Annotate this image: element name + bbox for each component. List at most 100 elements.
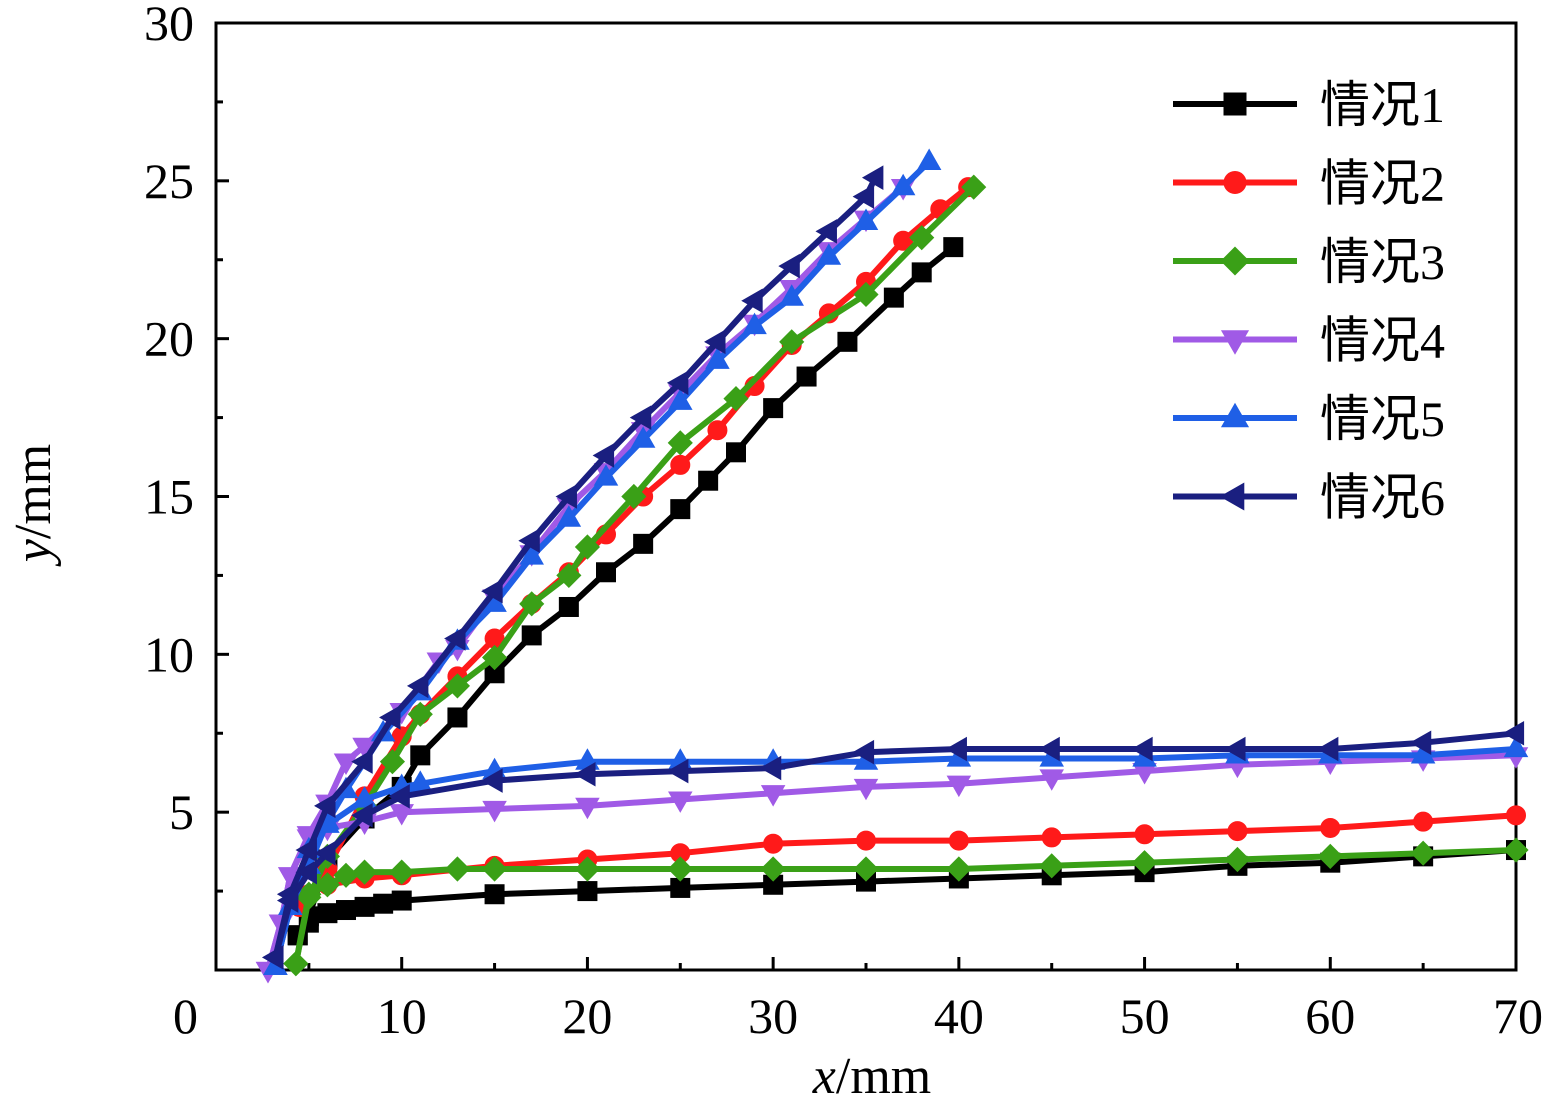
series-6-point <box>481 768 503 793</box>
legend-item: 情况6 <box>1173 470 1445 526</box>
series-3-point <box>556 562 582 588</box>
series-1-point <box>558 596 579 617</box>
series-layer <box>255 148 1529 984</box>
x-axis-label: x/mm <box>812 1048 931 1099</box>
series-6-point <box>1409 730 1432 755</box>
series-4-point <box>575 797 600 820</box>
series-1-point <box>911 262 932 283</box>
series-1-point <box>726 442 746 463</box>
series-6-point <box>759 755 782 781</box>
y-axis-label: y/mm <box>5 444 62 567</box>
series-1-point <box>883 287 904 308</box>
legend-item: 情况5 <box>1173 391 1445 447</box>
series-6 <box>262 165 1525 970</box>
legend-marker <box>1220 246 1250 276</box>
series-3-point <box>1503 837 1529 863</box>
series-5-point <box>705 347 730 369</box>
series-4-point <box>853 778 879 801</box>
series-5-point <box>593 464 619 486</box>
series-3-point <box>574 856 601 882</box>
series-3-point <box>444 856 471 882</box>
series-3-point <box>779 329 805 355</box>
series-4-point <box>1039 769 1064 791</box>
series-6-point <box>518 528 540 553</box>
series-6-point <box>1316 736 1339 762</box>
series-5-point <box>890 173 916 196</box>
legend-marker <box>1220 402 1250 428</box>
series-6-point <box>852 739 875 765</box>
series-3-point <box>1131 850 1158 876</box>
series-6-point <box>666 370 689 396</box>
series-3-point <box>574 534 601 560</box>
series-4-point <box>482 800 507 823</box>
series-3-point <box>1039 853 1065 879</box>
series-6-point <box>1131 736 1153 762</box>
series-3-point <box>351 859 378 885</box>
series-5-point <box>519 543 544 565</box>
series-1-point <box>521 625 542 646</box>
series-3-point <box>909 225 935 251</box>
series-5-point <box>742 312 767 335</box>
series-5-point <box>816 243 842 265</box>
series-6-point <box>262 945 284 970</box>
series-6-point <box>406 673 429 699</box>
series-1-point <box>484 884 505 905</box>
series-4-point <box>389 804 414 826</box>
series-3-point <box>946 856 972 882</box>
series-5-point <box>352 786 377 808</box>
series-2-point <box>1413 811 1434 832</box>
legend-marker <box>1220 330 1250 355</box>
x-tick-label: 10 <box>377 988 427 1044</box>
legend-label: 情况1 <box>1320 77 1445 133</box>
legend-item: 情况4 <box>1173 313 1445 369</box>
series-1-point <box>698 470 719 491</box>
series-2-point <box>1041 827 1062 848</box>
series-2-point <box>1320 817 1341 838</box>
x-tick-label: 20 <box>562 988 612 1044</box>
legend-label: 情况5 <box>1320 391 1445 447</box>
series-2-point <box>1506 805 1526 826</box>
series-6-point <box>555 484 577 509</box>
y-tick-label: 25 <box>144 153 194 209</box>
series-3-point <box>407 701 433 727</box>
series-4-point <box>668 791 693 813</box>
series-3-point <box>379 749 406 775</box>
series-2-point <box>948 830 969 851</box>
series-3-point <box>667 856 693 882</box>
series-6-point <box>778 253 800 279</box>
series-1-point <box>633 533 654 554</box>
series-6-point <box>295 859 317 885</box>
y-tick-label: 10 <box>144 626 194 682</box>
series-1-point <box>796 366 817 387</box>
legend-label: 情况6 <box>1320 470 1445 526</box>
x-tick-label: 40 <box>934 988 984 1044</box>
series-3-point <box>389 859 415 885</box>
series-6-point <box>1038 736 1060 762</box>
x-tick-label: 60 <box>1305 988 1355 1044</box>
series-3-point <box>1224 846 1251 873</box>
series-1-point <box>596 562 616 583</box>
series-2-point <box>707 420 728 441</box>
series-2-point <box>670 454 691 475</box>
series-6-point <box>1502 720 1525 746</box>
series-1-point <box>336 900 356 921</box>
series-3-point <box>760 856 786 882</box>
legend-marker <box>1223 171 1247 194</box>
series-6-point <box>629 405 652 430</box>
series-3-point <box>314 872 341 898</box>
series-2-point <box>1134 824 1155 845</box>
series-1-point <box>410 745 431 766</box>
legend-item: 情况3 <box>1173 234 1445 290</box>
series-4-point <box>946 775 972 798</box>
series-6-point <box>945 736 967 762</box>
axis-ticks: 0 10 20 30 40 50 60 70 5 10 15 20 25 30 <box>144 0 1543 1044</box>
series-3-point <box>853 856 879 882</box>
series-6-point <box>314 793 336 819</box>
series-6-point <box>861 165 884 190</box>
legend-item: 情况1 <box>1173 77 1445 133</box>
legend-label: 情况4 <box>1320 313 1445 369</box>
series-5-point <box>853 208 879 230</box>
x-tick-label: 0 <box>173 988 198 1044</box>
series-6-point <box>388 784 410 809</box>
